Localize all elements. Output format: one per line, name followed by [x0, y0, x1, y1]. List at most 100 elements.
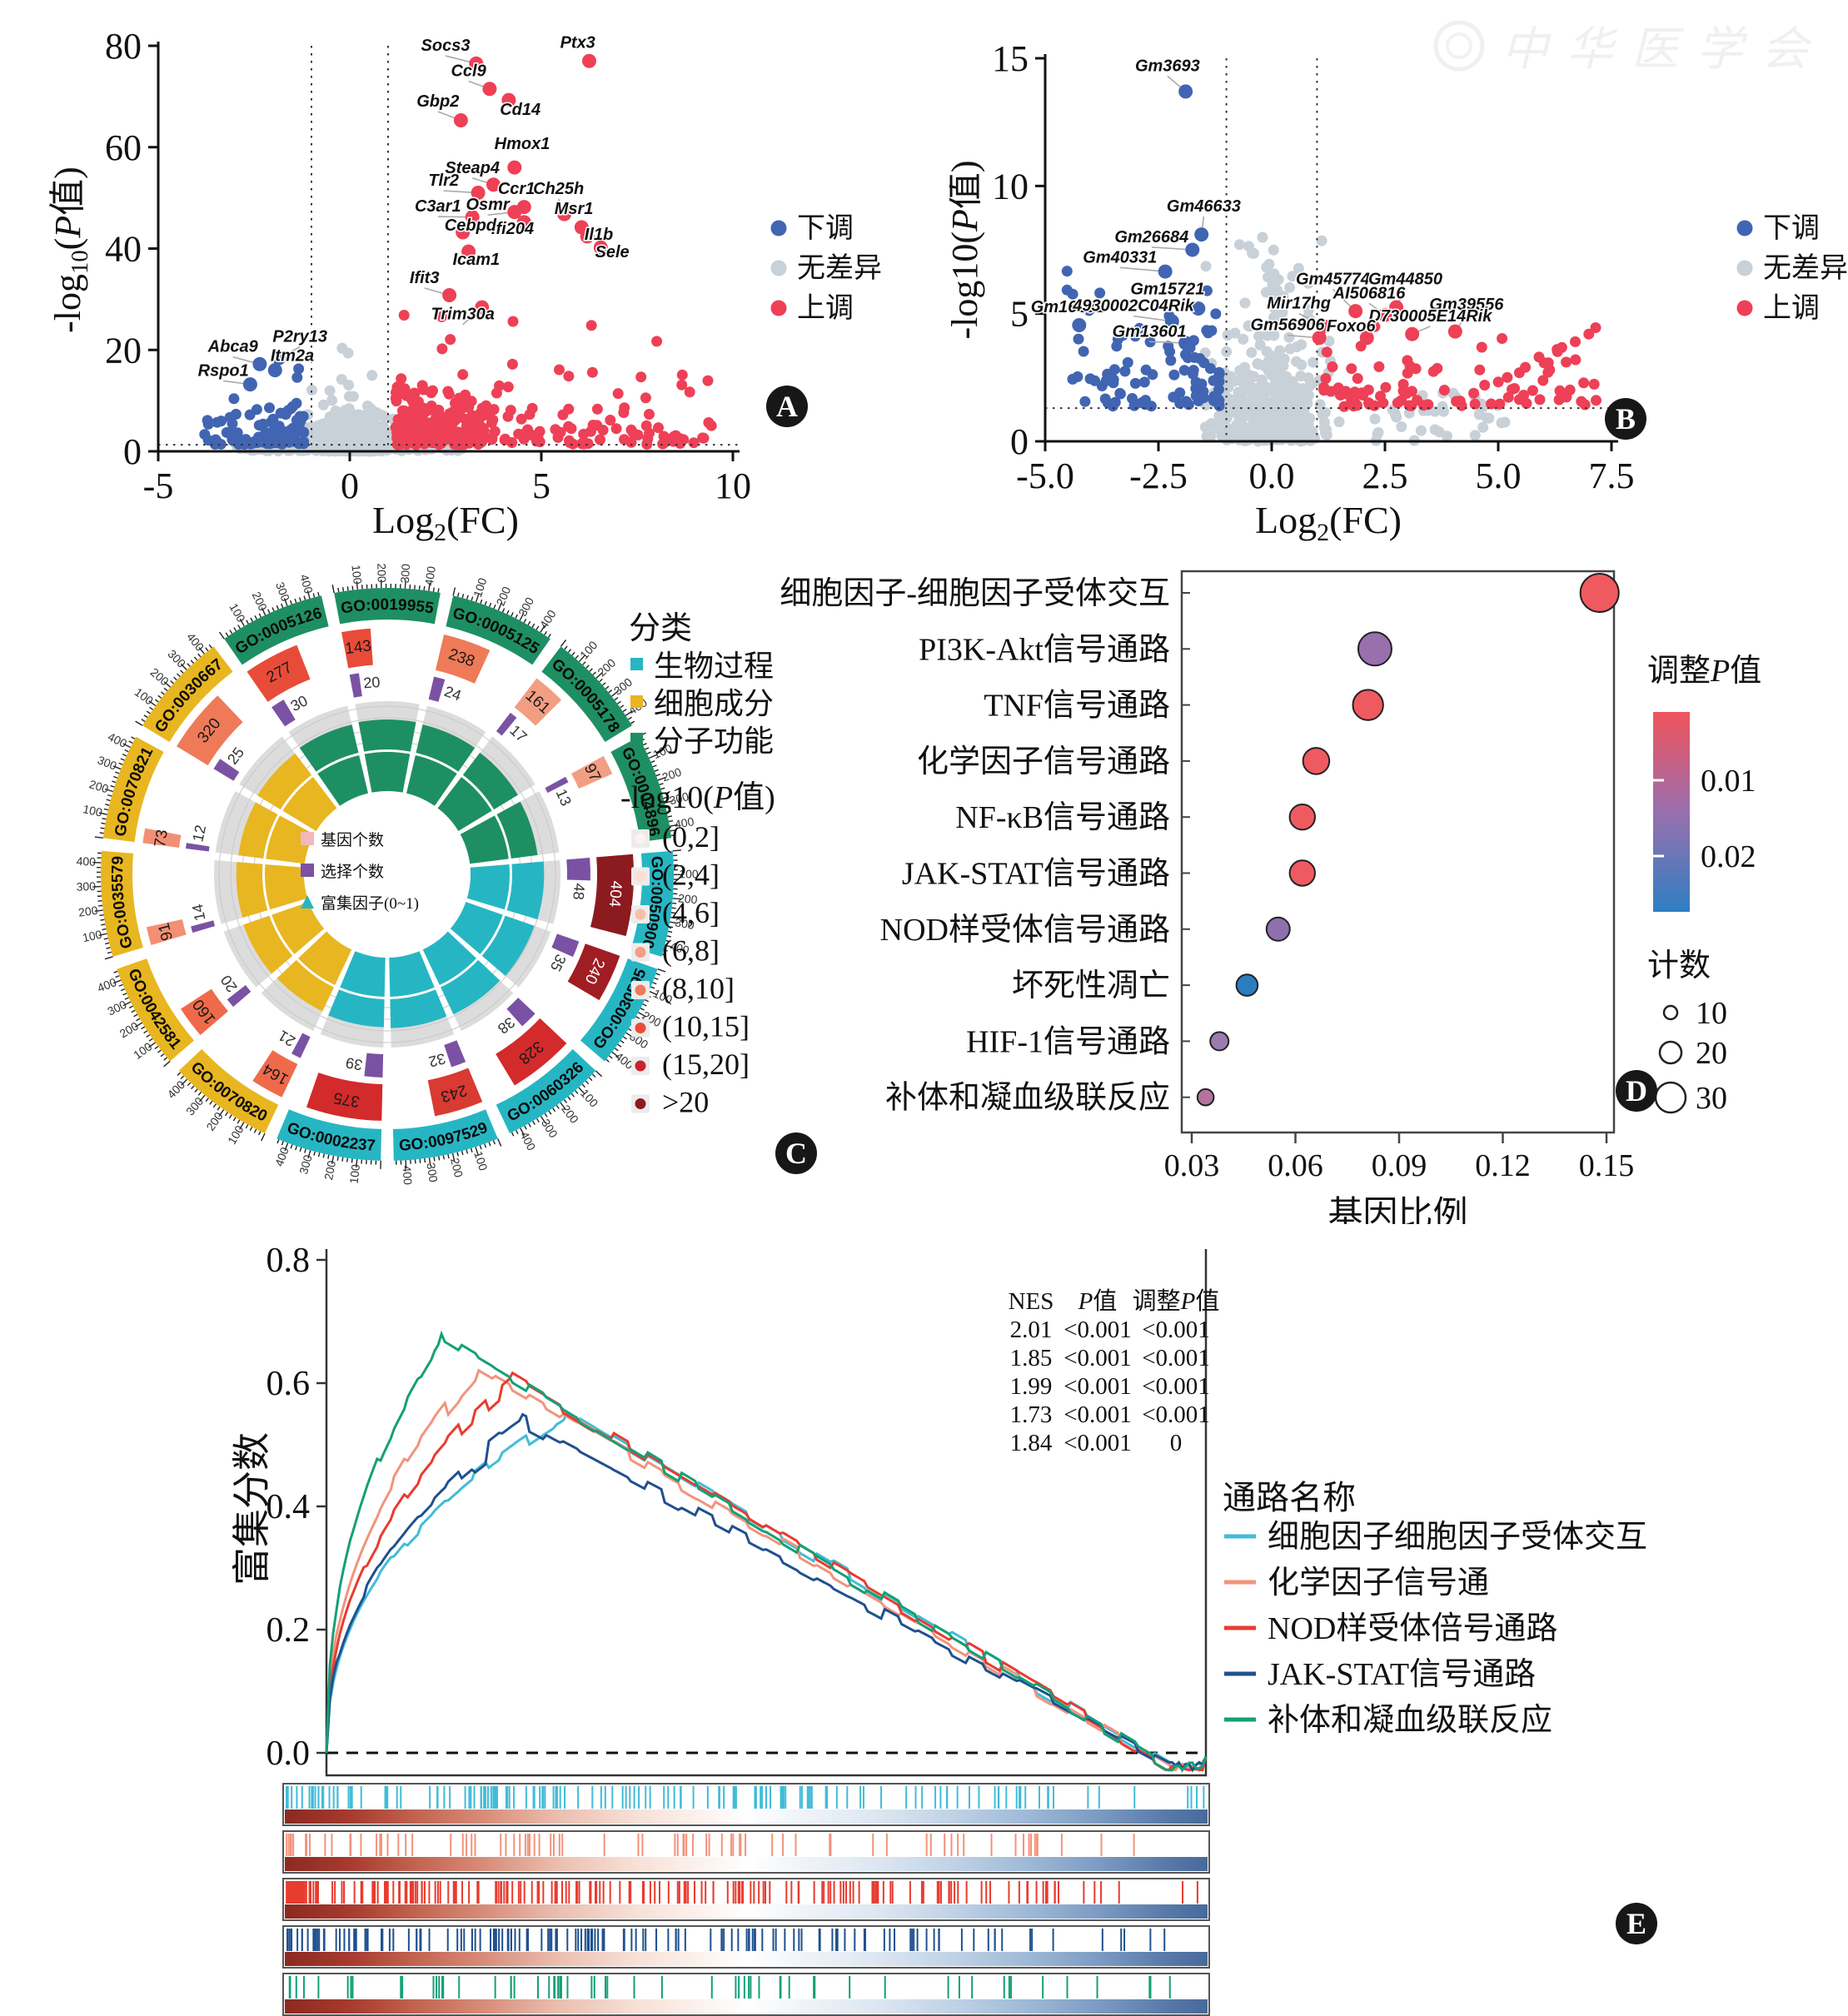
y-tick-label: 0.6 — [266, 1365, 311, 1403]
pathway-label: 补体和凝血级联反应 — [885, 1081, 1170, 1116]
selected-count-label: 12 — [189, 824, 209, 844]
scale-tick-label: 400 — [164, 1078, 187, 1101]
nes-table-cell: <0.001 — [1142, 1345, 1210, 1371]
scale-tick-label: 200 — [117, 1018, 141, 1040]
axes: 0.8 0.6 0.4 0.2 0.0 — [266, 1242, 326, 1773]
scale-tick-label: 400 — [669, 939, 691, 957]
scale-tick-label: 400 — [184, 630, 207, 653]
gene-label: AI506816 — [1332, 284, 1407, 302]
nes-table-cell: <0.001 — [1142, 1317, 1210, 1343]
gene-label: Gm3693 — [1135, 57, 1200, 75]
gene-label: Msr1 — [555, 200, 594, 218]
gene-label: Cd14 — [500, 101, 540, 119]
gene-count-label: 91 — [155, 921, 177, 943]
gene-count-label: 404 — [605, 880, 625, 908]
gene-label: P2ry13 — [272, 328, 327, 346]
x-tick-label: -5.0 — [1016, 455, 1074, 496]
x-axis-title: Log2(FC) — [372, 499, 519, 546]
scale-tick-label: 200 — [448, 1157, 466, 1179]
plot-frame — [325, 1249, 1208, 1777]
gene-label: Itm2a — [271, 347, 314, 366]
gene-label: C3ar1 — [415, 197, 461, 216]
y-axis-title: -log10(P值) — [949, 160, 985, 339]
x-axis-title: Log2(FC) — [1255, 499, 1402, 546]
gene-label: Gm39556 — [1429, 296, 1504, 314]
pathway-label: TNF信号通路 — [984, 689, 1170, 724]
gene-label: Steap4 — [445, 159, 500, 177]
pvalue-legend: -log10(P值) (0,2] (2,4] (4,6] (6,8] (8,10] (10,… — [620, 780, 775, 1119]
scale-tick-label: 100 — [471, 576, 490, 599]
y-axis-title: 富集分数 — [231, 1432, 273, 1585]
nes-table-cell: <0.001 — [1063, 1373, 1132, 1400]
padj-tick-label: 0.02 — [1701, 839, 1756, 874]
panel-a-volcano-plot: -5 0 5 10020406080Log2(FC)-log10(P值)Abca9P2… — [47, 26, 882, 546]
padj-tick-label: 0.01 — [1701, 764, 1756, 799]
pathway-label: 坏死性凋亡 — [1012, 968, 1170, 1003]
svg-text:A: A — [776, 390, 798, 423]
count-size-label: 30 — [1696, 1081, 1727, 1116]
y-tick-label: 0.2 — [266, 1611, 311, 1650]
nes-table-cell: <0.001 — [1142, 1401, 1210, 1428]
scale-tick-label: 200 — [493, 585, 513, 608]
pathway-dot — [1196, 1088, 1215, 1107]
y-tick-label: 0.4 — [266, 1488, 311, 1526]
pathway-dot — [1209, 1031, 1230, 1052]
nes-table-cell: <0.001 — [1063, 1317, 1132, 1343]
nes-table-cell: <0.001 — [1142, 1373, 1210, 1400]
x-tick-label: 2.5 — [1362, 455, 1408, 496]
scale-tick-label: 200 — [250, 590, 271, 613]
scale-tick-label: 200 — [77, 903, 98, 919]
scale-tick-label: 100 — [577, 638, 600, 661]
y-tick-label: 40 — [105, 229, 142, 270]
scale-tick-label: 400 — [106, 729, 129, 750]
legend-label: 下调 — [797, 213, 854, 244]
scale-tick-label: 300 — [425, 1162, 441, 1183]
cutoff-lines — [1045, 58, 1618, 441]
category-label: 细胞成分 — [654, 687, 774, 720]
gene-label: Gm15721 — [1130, 281, 1204, 299]
scale-tick-label: 300 — [516, 595, 536, 618]
svg-text:E: E — [1626, 1907, 1646, 1940]
pathway-dot — [1579, 573, 1620, 613]
gene-label: Il1b — [585, 226, 613, 244]
category-label: 生物过程 — [654, 650, 774, 683]
pvalue-bin-label: (2,4] — [662, 859, 720, 892]
gene-count-label: 73 — [152, 829, 172, 849]
y-tick-label: 0 — [1010, 421, 1029, 462]
scale-tick-label: 400 — [95, 975, 118, 995]
nes-table-cell: <0.001 — [1063, 1430, 1132, 1456]
x-tick-label: 0.0 — [1249, 455, 1295, 496]
scale-tick-label: 400 — [298, 573, 316, 595]
pathway-legend-label: 补体和凝血级联反应 — [1268, 1703, 1552, 1738]
scale-tick-label: 100 — [81, 927, 102, 944]
scale-tick-label: 300 — [273, 580, 292, 604]
scale-tick-label: 300 — [166, 647, 189, 670]
pathway-dot — [1288, 859, 1316, 887]
gsea-curve — [325, 1412, 1208, 1773]
nes-table-header: NES — [1009, 1288, 1054, 1315]
scale-tick-label: 200 — [87, 777, 110, 795]
pvalue-bin-label: (6,8] — [662, 934, 720, 968]
gene-label: Ccr1 — [498, 180, 535, 198]
scale-tick-label: 200 — [321, 1159, 338, 1181]
gene-count-label: 143 — [344, 637, 372, 658]
pvalue-bin-label: (4,6] — [662, 896, 720, 929]
pvalue-bin-label: (8,10] — [662, 972, 735, 1005]
pathway-label: 化学因子信号通路 — [917, 744, 1170, 779]
pathway-dot — [1352, 689, 1384, 721]
pathway-legend-label: NOD样受体倍号通路 — [1268, 1611, 1557, 1646]
legend-label: 下调 — [1763, 213, 1820, 244]
selected-count-label: 20 — [217, 972, 241, 995]
pathway-dot — [1288, 804, 1316, 831]
